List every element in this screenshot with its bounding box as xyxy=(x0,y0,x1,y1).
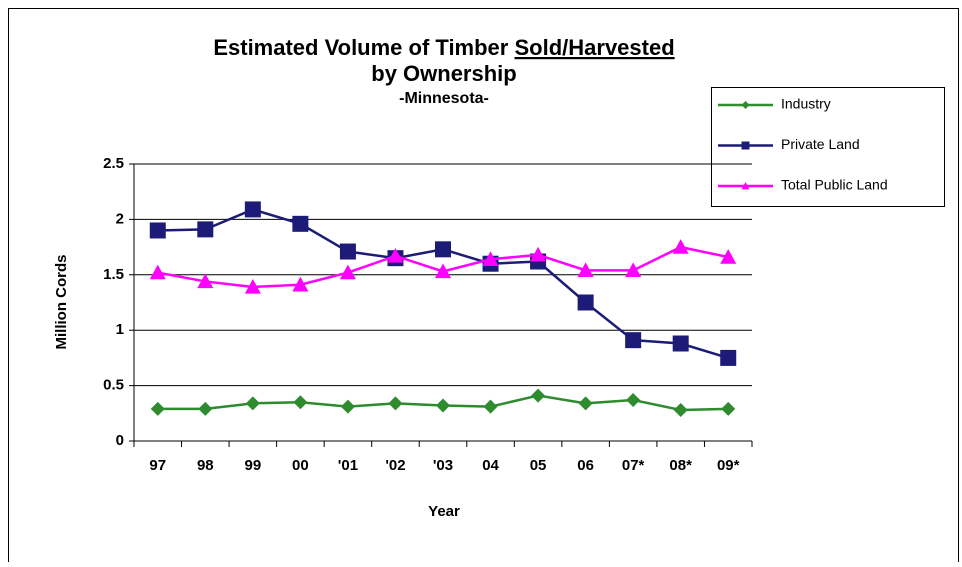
marker xyxy=(483,399,498,414)
marker xyxy=(293,395,308,410)
x-tick-label: 05 xyxy=(530,457,547,474)
marker xyxy=(531,388,546,403)
x-tick-label: 98 xyxy=(197,457,214,474)
legend-label: Industry xyxy=(781,96,831,112)
marker xyxy=(339,264,356,280)
marker xyxy=(625,262,642,278)
marker xyxy=(530,246,547,262)
marker xyxy=(741,141,750,150)
legend-label: Private Land xyxy=(781,136,860,152)
marker xyxy=(435,263,451,279)
marker xyxy=(292,215,309,232)
marker xyxy=(673,402,688,417)
marker xyxy=(244,278,261,294)
chart-subtitle: -Minnesota- xyxy=(399,90,489,107)
marker xyxy=(436,398,450,413)
chart-title: Estimated Volume of Timber Sold/Harveste… xyxy=(213,35,674,60)
marker xyxy=(245,396,260,411)
marker xyxy=(292,276,309,292)
x-tick-label: 07* xyxy=(622,457,645,474)
y-tick-label: 0 xyxy=(116,432,124,449)
x-tick-label: '03 xyxy=(433,457,453,474)
marker xyxy=(720,349,737,366)
marker xyxy=(435,241,451,258)
chart-title-line2: by Ownership xyxy=(371,61,516,86)
marker xyxy=(197,221,214,238)
x-tick-label: 09* xyxy=(717,457,740,474)
x-axis-label: Year xyxy=(428,503,460,520)
x-tick-label: 97 xyxy=(149,457,166,474)
marker xyxy=(625,332,642,349)
y-tick-label: 0.5 xyxy=(103,377,124,394)
y-tick-label: 1.5 xyxy=(103,266,124,283)
marker xyxy=(388,396,403,411)
marker xyxy=(720,249,737,264)
marker xyxy=(741,101,750,109)
marker xyxy=(482,251,499,266)
marker xyxy=(577,262,594,278)
marker xyxy=(339,243,356,260)
y-tick-label: 1 xyxy=(116,321,124,338)
marker xyxy=(244,201,261,218)
x-tick-label: 99 xyxy=(245,457,262,474)
marker xyxy=(149,222,166,239)
marker xyxy=(150,401,165,416)
x-tick-label: '01 xyxy=(338,457,358,474)
x-tick-label: 06 xyxy=(577,457,594,474)
title-lead: Estimated Volume of Timber xyxy=(213,35,508,60)
y-axis-label: Million Cords xyxy=(53,255,70,350)
marker xyxy=(149,264,166,280)
marker xyxy=(741,182,750,190)
marker xyxy=(578,396,593,411)
marker xyxy=(672,239,689,254)
marker xyxy=(387,247,404,263)
x-tick-label: '02 xyxy=(385,457,405,474)
marker xyxy=(197,273,214,289)
marker xyxy=(340,399,355,414)
x-tick-label: 04 xyxy=(482,457,499,474)
legend-label: Total Public Land xyxy=(781,177,888,193)
x-tick-label: 08* xyxy=(669,457,692,474)
y-tick-label: 2.5 xyxy=(103,155,124,172)
x-tick-label: 00 xyxy=(292,457,309,474)
marker xyxy=(626,393,641,408)
frame xyxy=(8,8,959,562)
series-line xyxy=(157,208,729,360)
marker xyxy=(672,335,689,352)
y-tick-label: 2 xyxy=(116,210,124,227)
marker xyxy=(721,401,736,416)
marker xyxy=(577,294,594,311)
title-underlined: Sold/Harvested xyxy=(514,35,674,60)
marker xyxy=(198,401,213,416)
